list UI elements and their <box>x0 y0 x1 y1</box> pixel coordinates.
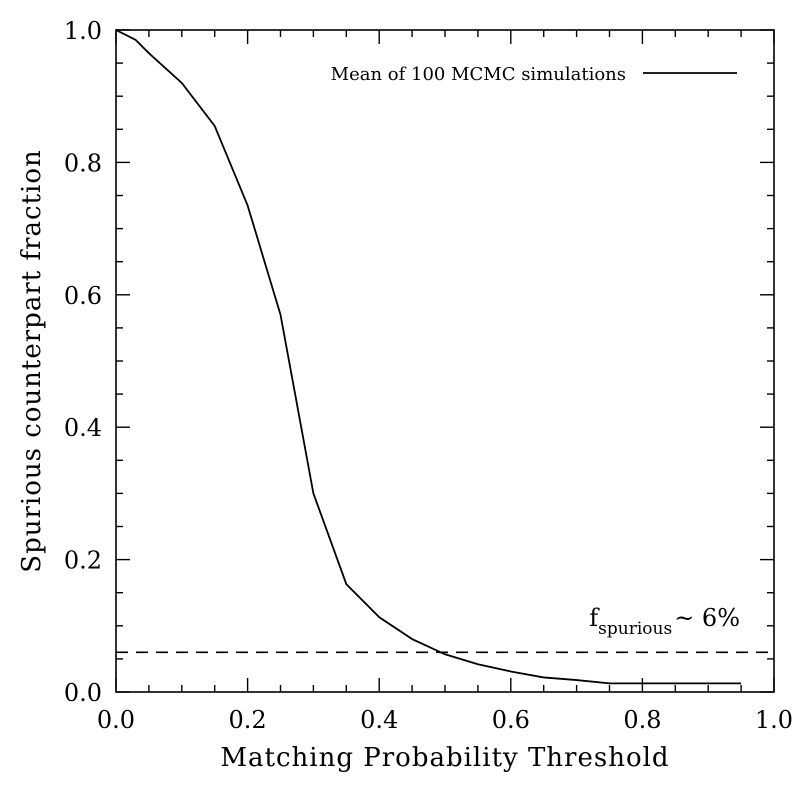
y-axis-title: Spurious counterpart fraction <box>17 149 47 572</box>
y-tick-label: 0.8 <box>64 149 102 177</box>
x-axis-title: Matching Probability Threshold <box>220 743 669 773</box>
annotation-subscript: spurious <box>598 619 672 639</box>
annotation-f-spurious: fspurious~ 6% <box>589 604 740 639</box>
legend-label: Mean of 100 MCMC simulations <box>331 64 626 85</box>
y-tick-label: 1.0 <box>64 17 102 45</box>
annotation-suffix: ~ 6% <box>674 604 740 632</box>
series-points <box>116 30 741 683</box>
plot-frame <box>115 29 775 693</box>
series-line-mcmc-mean <box>115 29 742 685</box>
y-tick-label: 0.2 <box>64 547 102 575</box>
x-tick-label: 0.6 <box>492 706 530 734</box>
x-tick-label: 0.4 <box>360 706 398 734</box>
x-tick-label: 0.2 <box>229 706 267 734</box>
y-tick-label: 0.0 <box>64 679 102 707</box>
x-tick-label: 1.0 <box>755 706 793 734</box>
tick-marks <box>115 29 775 693</box>
y-tick-label: 0.6 <box>64 282 102 310</box>
x-tick-labels: 0.0 0.2 0.4 0.6 0.8 1.0 <box>97 706 793 734</box>
x-tick-label: 0.0 <box>97 706 135 734</box>
annotation-prefix: f <box>589 604 600 632</box>
y-tick-label: 0.4 <box>64 414 102 442</box>
y-tick-labels: 0.0 0.2 0.4 0.6 0.8 1.0 <box>64 17 102 707</box>
x-tick-label: 0.8 <box>623 706 661 734</box>
